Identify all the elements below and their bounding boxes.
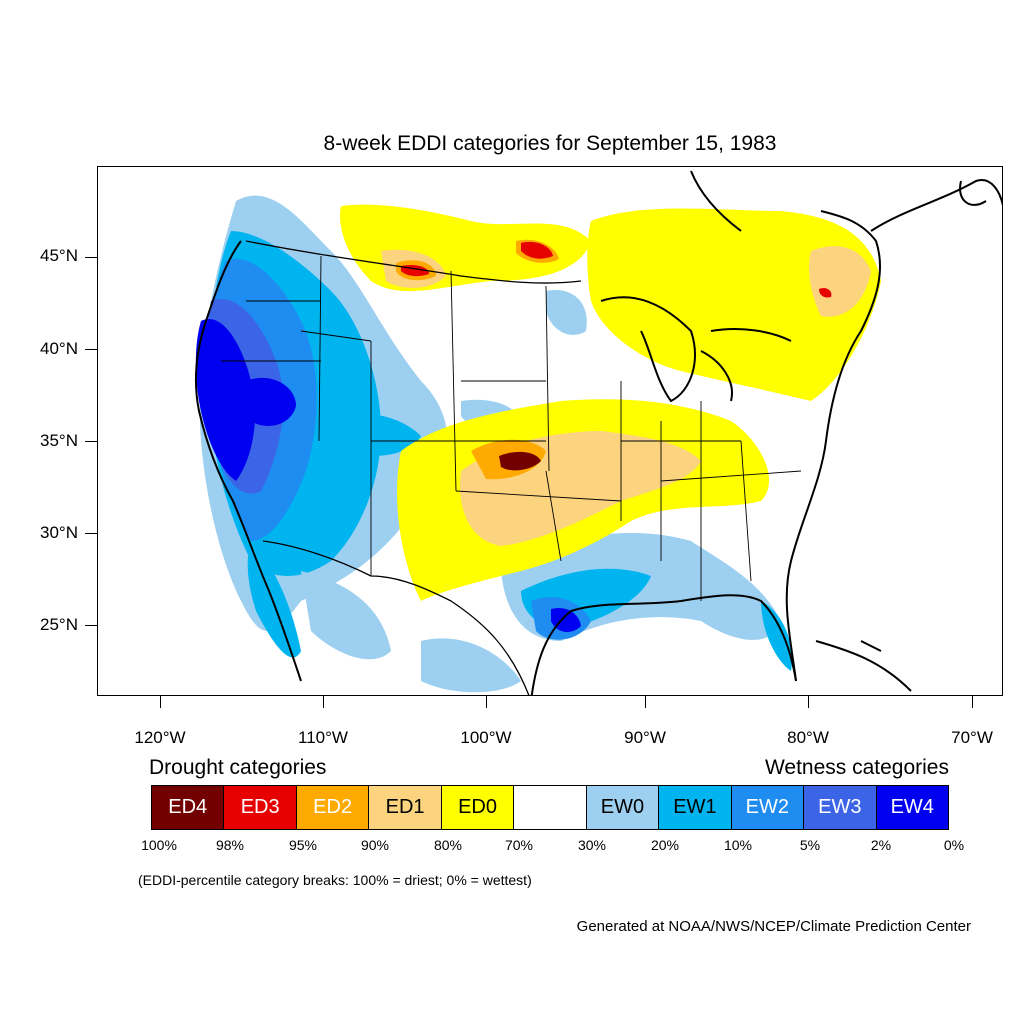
region-ed1-northeast [809, 246, 871, 317]
region-ew1-colorado [331, 413, 421, 456]
lon-tick [160, 696, 161, 708]
region-ew4-nevada [246, 377, 296, 426]
gulf-coastline [530, 594, 797, 695]
break-label: 98% [215, 837, 245, 853]
great-lakes [600, 296, 792, 403]
map-outlines [194, 170, 1002, 695]
lat-label-40: 40°N [40, 339, 78, 358]
category-note: (EDDI-percentile category breaks: 100% =… [138, 872, 532, 888]
region-ed0-northeast [587, 208, 881, 401]
lon-label-100: 100°W [460, 728, 512, 747]
break-label: 100% [141, 837, 177, 853]
legend-swatch-ed2: ED2 [296, 786, 370, 829]
break-label: 2% [870, 837, 892, 853]
region-ew0-mexico-south [421, 638, 521, 693]
break-label: 70% [504, 837, 534, 853]
lon-label-80: 80°W [787, 728, 829, 747]
region-ew0-mexico [301, 571, 391, 660]
legend-swatch-ew3: EW3 [804, 786, 877, 829]
region-ed0-north [340, 204, 591, 292]
break-label: 95% [288, 837, 318, 853]
legend-label: EW2 [745, 796, 790, 818]
legend-swatch-ed1: ED1 [369, 786, 442, 829]
map-title: 8-week EDDI categories for September 15,… [323, 132, 777, 155]
mexico-border [262, 540, 530, 695]
lat-tick [85, 625, 97, 626]
drought-heading: Drought categories [149, 756, 327, 779]
legend-colorbar: ED4 ED3 ED2 ED1 ED0 EW0 EW1 EW2 EW3 EW4 [151, 785, 949, 830]
break-label: 30% [577, 837, 607, 853]
legend-swatch-ew4: EW4 [876, 786, 948, 829]
break-label: 10% [723, 837, 753, 853]
legend-swatch-ew0: EW0 [586, 786, 660, 829]
region-ed3-maine [819, 288, 832, 298]
break-label: 90% [360, 837, 390, 853]
lon-tick [808, 696, 809, 708]
legend-label: ED0 [458, 796, 497, 818]
legend-label: ED2 [313, 796, 353, 818]
region-ew1-florida [761, 601, 792, 671]
caribbean-islands [815, 640, 912, 692]
legend-label: ED1 [385, 796, 425, 818]
lat-label-35: 35°N [40, 431, 78, 450]
canada-border [245, 240, 582, 284]
map-shading [195, 195, 881, 693]
lon-label-110: 110°W [298, 728, 348, 747]
region-ew4-west [195, 319, 256, 481]
lat-tick [85, 533, 97, 534]
east-coastline [785, 210, 882, 682]
legend-swatch-ed4: ED4 [152, 786, 225, 829]
lon-label-120: 120°W [134, 728, 186, 747]
break-label: 5% [799, 837, 821, 853]
region-ew4-texas [551, 607, 581, 633]
legend-label: EW1 [673, 796, 717, 818]
legend-label: ED3 [240, 796, 280, 818]
legend-label: EW4 [890, 796, 934, 818]
map-panel [97, 166, 1003, 696]
break-label: 0% [943, 837, 965, 853]
lon-label-70: 70°W [951, 728, 993, 747]
lon-tick [972, 696, 973, 708]
break-label: 80% [433, 837, 463, 853]
lon-label-90: 90°W [624, 728, 666, 747]
wetness-heading: Wetness categories [764, 756, 949, 779]
legend-label: EW3 [818, 796, 862, 818]
region-ed4-kansas [499, 451, 541, 471]
region-ew0-dakota [546, 290, 587, 335]
eddi-map [194, 170, 1002, 695]
legend-swatch-ew1: EW1 [659, 786, 732, 829]
lon-tick [323, 696, 324, 708]
legend-swatch-neutral [514, 786, 587, 829]
lat-label-25: 25°N [40, 615, 78, 634]
lon-tick [645, 696, 646, 708]
lon-tick [486, 696, 487, 708]
break-label: 20% [650, 837, 680, 853]
west-coastline [194, 240, 302, 682]
legend-swatch-ed3: ED3 [224, 786, 297, 829]
legend-label: EW0 [600, 796, 645, 818]
lat-tick [85, 441, 97, 442]
credit-line: Generated at NOAA/NWS/NCEP/Climate Predi… [576, 918, 971, 935]
hudson-coast [690, 170, 987, 232]
lat-label-45: 45°N [40, 246, 78, 265]
lat-tick [85, 257, 97, 258]
lat-label-30: 30°N [40, 523, 78, 542]
legend-swatch-ed0: ED0 [441, 786, 515, 829]
region-ed3-minn [521, 241, 553, 259]
legend-label: ED4 [168, 796, 208, 818]
legend-swatch-ew2: EW2 [731, 786, 805, 829]
lat-tick [85, 349, 97, 350]
canada-coast-ne [870, 179, 1002, 232]
state-lines [221, 255, 802, 601]
